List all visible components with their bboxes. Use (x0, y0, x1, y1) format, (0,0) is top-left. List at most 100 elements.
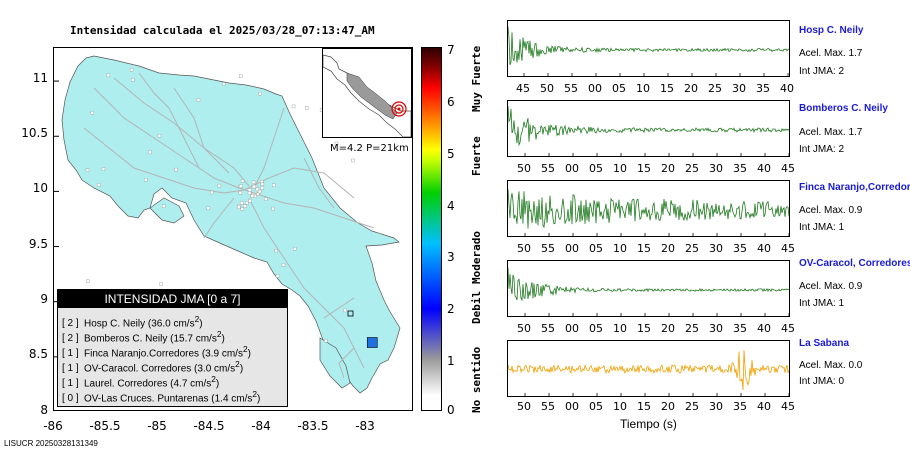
time-tick-label: 35 (733, 162, 747, 175)
town-marker (106, 73, 111, 78)
waveform-trace (508, 105, 789, 147)
legend-items: [ 2 ] Hosp C. Neily (36.0 cm/s2) [ 2 ] Bom… (58, 308, 287, 404)
time-tick-label: 15 (637, 162, 651, 175)
time-tick-label: 40 (757, 242, 771, 255)
town-marker (222, 82, 226, 86)
nicoya-gulf-coast (149, 197, 185, 224)
time-tick-label: 05 (589, 242, 603, 255)
time-axis-ticks: 45 50 55 00 05 10 15 20 25 30 35 40 (507, 82, 794, 96)
legend-item: [ 2 ] Bomberos C. Neily (15.7 cm/s2) (62, 329, 225, 345)
lat-tick-10: 10 (32, 181, 48, 195)
town-marker (351, 158, 355, 163)
town-marker (334, 141, 339, 146)
time-tick-label: 20 (661, 242, 675, 255)
town-marker (248, 199, 252, 203)
legend-header: INTENSIDAD JMA [0 a 7] (58, 290, 287, 308)
time-tick-label: 00 (565, 322, 579, 335)
station-name: OV-Caracol, Corredores (799, 258, 910, 269)
time-tick-label: 55 (564, 82, 578, 95)
colorbar-tick-2: 2 (447, 302, 455, 316)
station-jma-intensity: Int JMA: 2 (799, 66, 845, 77)
town-marker (129, 68, 134, 72)
time-tick-label: 20 (661, 322, 675, 335)
time-tick-label: 20 (661, 400, 675, 413)
waveform (508, 188, 789, 236)
time-tick-label: 50 (517, 400, 531, 413)
town-marker (245, 201, 249, 205)
time-axis-ticks: 50 55 00 05 10 15 20 25 30 35 40 45 (507, 322, 795, 336)
time-tick-label: 15 (637, 400, 651, 413)
town-marker (293, 247, 297, 251)
time-tick-label: 05 (612, 82, 626, 95)
legend-item: [ 1 ] Laurel. Corredores (4.7 cm/s2) (62, 374, 220, 390)
station-jma-intensity: Int JMA: 1 (799, 298, 845, 309)
inset-locator-map (322, 48, 412, 138)
town-marker (251, 180, 256, 184)
time-tick-label: 35 (756, 82, 770, 95)
lon-tick--84: -84 (251, 419, 271, 433)
colorbar-label-muy-fuerte: Muy Fuerte (470, 45, 483, 112)
hosp-c-neily-station-marker (366, 337, 378, 348)
town-marker (210, 190, 214, 195)
town-marker (86, 279, 90, 283)
legend-item: [ 2 ] Hosp C. Neily (36.0 cm/s2) (62, 314, 203, 330)
station-jma-intensity: Int JMA: 0 (799, 376, 845, 387)
map-canvas (54, 55, 401, 394)
intensity-legend: INTENSIDAD JMA [0 a 7] [ 2 ] Hosp C. Neil… (57, 289, 288, 407)
station-jma-intensity: Int JMA: 1 (799, 222, 845, 233)
station-name: Bomberos C. Neily (799, 103, 888, 114)
lon-tick--83: -83 (355, 419, 375, 433)
station-max-acceleration: Acel. Max. 1.7 (799, 48, 863, 59)
time-tick-label: 35 (733, 322, 747, 335)
time-tick-label: 30 (709, 322, 723, 335)
town-marker (324, 338, 328, 343)
station-max-acceleration: Acel. Max. 0.0 (799, 360, 863, 371)
time-tick-label: 00 (565, 162, 579, 175)
legend-item: [ 1 ] Finca Naranjo.Corredores (3.9 cm/s2… (62, 344, 251, 360)
time-tick-label: 50 (540, 82, 554, 95)
station-name: Hosp C. Neily (799, 25, 864, 36)
lon-tick--84-5: -84.5 (193, 419, 225, 433)
town-marker (271, 206, 275, 211)
time-tick-label: 25 (685, 162, 699, 175)
time-axis-ticks: 50 55 00 05 10 15 20 25 30 35 40 45 (507, 162, 795, 176)
town-marker (174, 167, 178, 172)
time-tick-label: 15 (637, 322, 651, 335)
waveform-trace (508, 188, 789, 229)
time-tick-label: 35 (733, 400, 747, 413)
time-tick-label: 15 (660, 82, 674, 95)
waveform-trace (508, 350, 789, 391)
time-tick-label: 25 (685, 400, 699, 413)
seismogram-panel-ov-caracol (507, 260, 790, 317)
time-tick-label: 55 (541, 242, 555, 255)
time-tick-label: 00 (565, 242, 579, 255)
time-axis-ticks: 50 55 00 05 10 15 20 25 30 35 40 45 (507, 242, 795, 256)
town-marker (250, 194, 254, 198)
colorbar-tick-1: 1 (447, 354, 455, 368)
colorbar-label-moderado: Moderado (470, 231, 483, 284)
osa-peninsula (319, 337, 351, 389)
town-marker (260, 186, 265, 190)
time-tick-label: 10 (636, 82, 650, 95)
time-tick-label: 40 (757, 400, 771, 413)
town-marker (157, 134, 162, 138)
lat-tick-10-5: 10.5 (21, 126, 48, 140)
lat-tick-9-5: 9.5 (28, 237, 48, 251)
epicenter-ring-inner (394, 104, 404, 114)
town-marker (256, 192, 260, 196)
colorbar-tick-5: 5 (447, 147, 455, 161)
time-tick-label: 35 (733, 242, 747, 255)
town-marker (148, 150, 152, 155)
town-marker (260, 182, 265, 186)
time-tick-label: 40 (757, 162, 771, 175)
colorbar-tick-7: 7 (447, 43, 455, 57)
lon-tick--83-5: -83.5 (297, 419, 329, 433)
time-tick-label: 10 (613, 322, 627, 335)
inset-country-highlight (346, 72, 398, 120)
intensity-colorbar (421, 47, 442, 411)
lon-tick--85-5: -85.5 (89, 419, 121, 433)
town-marker (258, 91, 262, 96)
epicenter-ring-outer (391, 101, 407, 117)
town-marker (291, 104, 296, 109)
time-tick-label: 30 (709, 400, 723, 413)
